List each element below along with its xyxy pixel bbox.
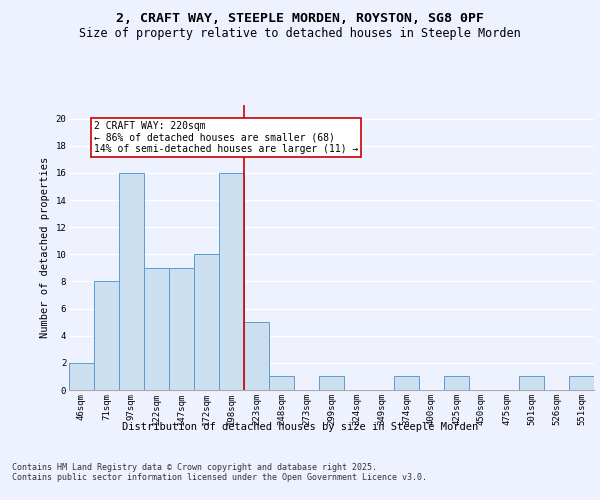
Bar bbox=[444, 376, 469, 390]
Y-axis label: Number of detached properties: Number of detached properties bbox=[40, 157, 50, 338]
Bar bbox=[569, 376, 594, 390]
Bar bbox=[319, 376, 344, 390]
Text: Distribution of detached houses by size in Steeple Morden: Distribution of detached houses by size … bbox=[122, 422, 478, 432]
Text: Size of property relative to detached houses in Steeple Morden: Size of property relative to detached ho… bbox=[79, 28, 521, 40]
Bar bbox=[519, 376, 544, 390]
Bar bbox=[69, 363, 94, 390]
Bar bbox=[169, 268, 194, 390]
Text: Contains HM Land Registry data © Crown copyright and database right 2025.
Contai: Contains HM Land Registry data © Crown c… bbox=[12, 462, 427, 482]
Text: 2 CRAFT WAY: 220sqm
← 86% of detached houses are smaller (68)
14% of semi-detach: 2 CRAFT WAY: 220sqm ← 86% of detached ho… bbox=[94, 122, 358, 154]
Bar bbox=[244, 322, 269, 390]
Bar bbox=[144, 268, 169, 390]
Bar bbox=[394, 376, 419, 390]
Bar bbox=[94, 282, 119, 390]
Bar bbox=[194, 254, 219, 390]
Bar bbox=[269, 376, 294, 390]
Text: 2, CRAFT WAY, STEEPLE MORDEN, ROYSTON, SG8 0PF: 2, CRAFT WAY, STEEPLE MORDEN, ROYSTON, S… bbox=[116, 12, 484, 26]
Bar bbox=[119, 173, 144, 390]
Bar bbox=[219, 173, 244, 390]
